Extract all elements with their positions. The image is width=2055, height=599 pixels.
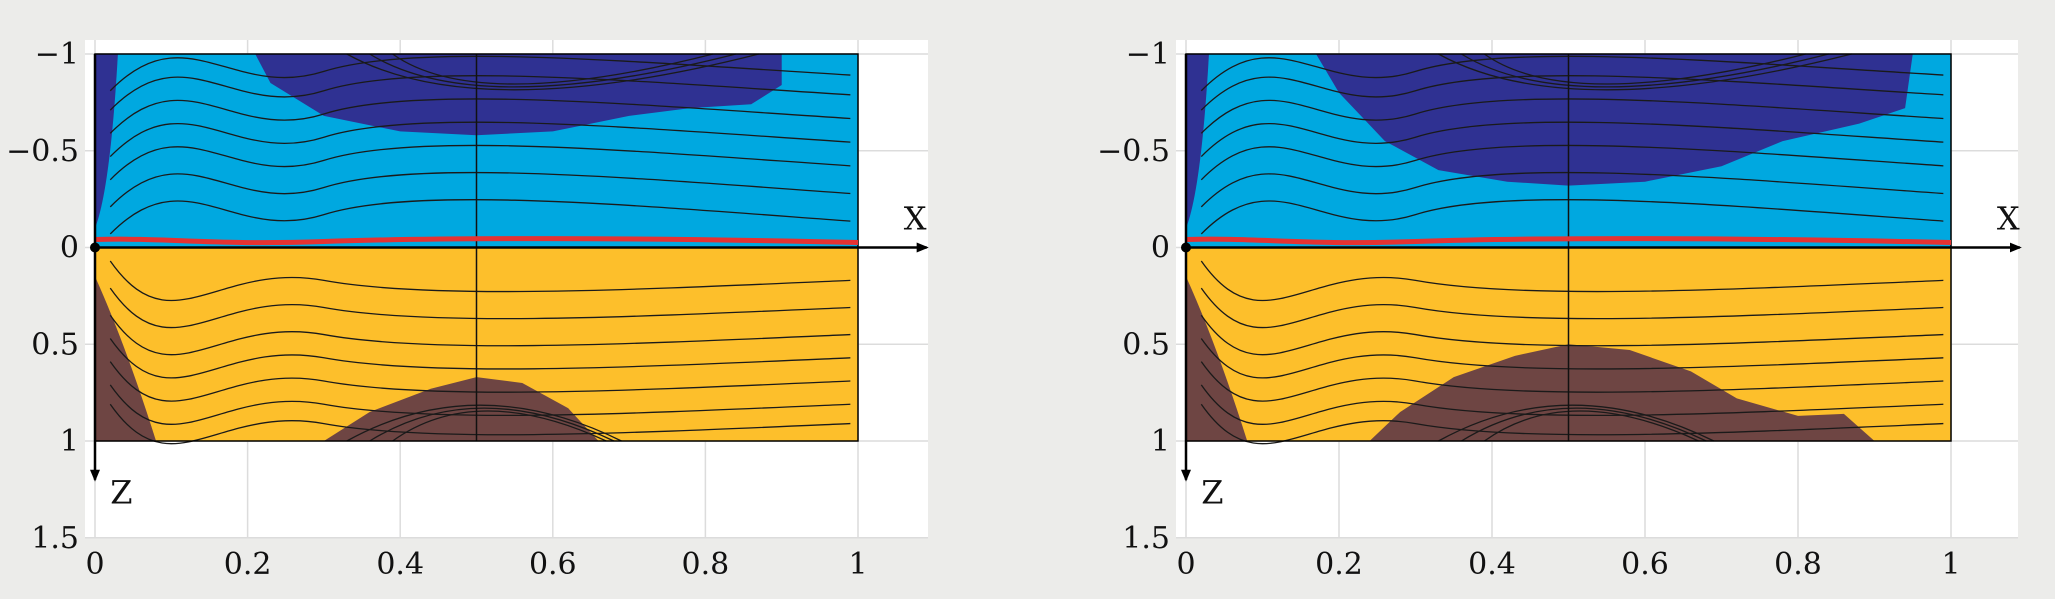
- lower-isoline: [109, 338, 851, 379]
- y-tick-label: 1.5: [31, 521, 79, 556]
- upper-isoline: [1200, 121, 1944, 158]
- right-panel: XZ0 0.2 0.4 0.6 0.8 1−1−0.500.511.5: [1097, 37, 2022, 582]
- lower-isoline: [1200, 338, 1944, 379]
- origin-dot: [1181, 242, 1191, 253]
- lower-isoline: [1200, 260, 1944, 302]
- x-tick-label: 0: [1176, 547, 1195, 582]
- lower-isoline: [109, 260, 851, 302]
- lower-isoline: [1200, 287, 1944, 329]
- upper-core-isoline: [1483, 53, 1806, 85]
- interface-line: [1185, 236, 1952, 246]
- x-tick-label: 0.6: [529, 547, 577, 582]
- y-tick-label: 0.5: [1122, 327, 1170, 362]
- x-tick-label: 0.2: [1315, 547, 1363, 582]
- x-tick-label: 0.6: [1621, 547, 1669, 582]
- upper-isoline: [109, 198, 851, 235]
- upper-core-isoline: [1438, 53, 1852, 91]
- lower-core-isoline: [369, 407, 615, 442]
- lower-core-isoline: [1483, 410, 1699, 442]
- z-axis-label: Z: [1201, 474, 1223, 512]
- y-tick-label: 0: [1151, 231, 1170, 266]
- upper-isoline: [1200, 98, 1944, 134]
- x-axis-label: X: [1997, 200, 2020, 238]
- x-tick-label: 0.4: [376, 547, 424, 582]
- lower-wall-layer: [95, 276, 157, 441]
- upper-isoline: [109, 121, 851, 158]
- upper-core-isoline: [369, 53, 737, 88]
- lower-isoline: [1200, 314, 1944, 356]
- y-tick-label: 1.5: [1122, 521, 1170, 556]
- x-axis-label: X: [904, 200, 927, 238]
- lower-wall-layer: [1186, 276, 1248, 441]
- y-tick-label: 0.5: [31, 327, 79, 362]
- lower-isoline: [109, 314, 851, 356]
- lower-isoline: [1200, 403, 1944, 445]
- upper-isoline: [1200, 75, 1944, 111]
- y-tick-label: 1: [1151, 424, 1170, 459]
- upper-core-isoline: [392, 53, 714, 85]
- lower-core-isoline: [1438, 404, 1715, 442]
- lower-core-isoline: [1461, 407, 1707, 442]
- upper-deep-region: [255, 54, 782, 136]
- lower-isoline: [109, 361, 851, 402]
- upper-deep-region: [1316, 54, 1913, 186]
- upper-isoline: [109, 171, 851, 208]
- x-tick-label: 1: [848, 547, 867, 582]
- lower-core-isoline: [392, 410, 607, 442]
- x-tick-label: 1: [1941, 547, 1960, 582]
- lower-isoline: [1200, 384, 1944, 425]
- upper-wall-layer: [95, 54, 118, 229]
- upper-wall-layer: [1186, 54, 1209, 229]
- left-panel: XZ0 0.2 0.4 0.6 0.8 1−1−0.500.511.5: [6, 37, 929, 582]
- x-tick-label: 0.8: [682, 547, 730, 582]
- x-tick-label: 0.8: [1774, 547, 1822, 582]
- x-tick-label: 0.2: [224, 547, 272, 582]
- y-tick-label: −1: [35, 37, 79, 72]
- upper-isoline: [1200, 171, 1944, 208]
- lower-core-isoline: [346, 404, 622, 442]
- upper-isoline: [109, 98, 851, 134]
- upper-isoline: [1200, 198, 1944, 235]
- interface-line: [94, 236, 859, 246]
- y-tick-label: −0.5: [1097, 134, 1170, 169]
- upper-isoline: [1200, 144, 1944, 181]
- x-tick-label: 0: [85, 547, 104, 582]
- upper-isoline: [109, 144, 851, 181]
- lower-isoline: [109, 287, 851, 329]
- x-tick-label: 0.4: [1468, 547, 1516, 582]
- y-tick-label: −1: [1126, 37, 1170, 72]
- origin-dot: [90, 242, 100, 253]
- y-tick-label: −0.5: [6, 134, 79, 169]
- upper-isoline: [109, 75, 851, 111]
- upper-core-isoline: [1461, 53, 1829, 88]
- y-tick-label: 1: [60, 424, 79, 459]
- lower-isoline: [109, 384, 851, 425]
- z-axis-label: Z: [110, 474, 132, 512]
- lower-isoline: [109, 403, 851, 445]
- lower-isoline: [1200, 361, 1944, 402]
- y-tick-label: 0: [60, 231, 79, 266]
- upper-core-isoline: [346, 53, 759, 91]
